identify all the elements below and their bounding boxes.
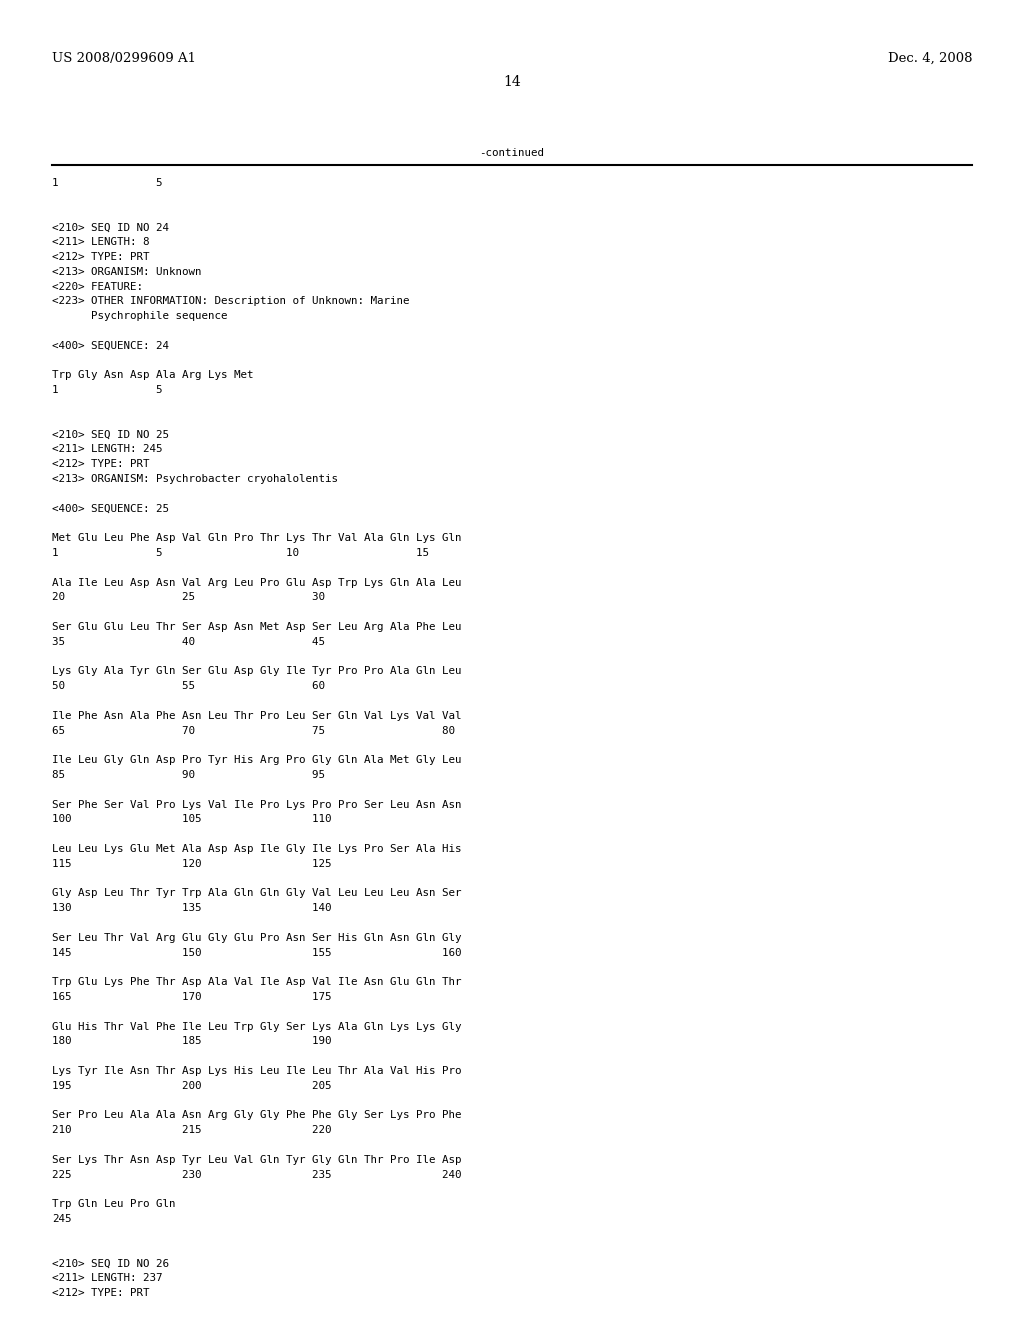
Text: <400> SEQUENCE: 24: <400> SEQUENCE: 24 <box>52 341 169 351</box>
Text: Leu Leu Lys Glu Met Ala Asp Asp Ile Gly Ile Lys Pro Ser Ala His: Leu Leu Lys Glu Met Ala Asp Asp Ile Gly … <box>52 843 462 854</box>
Text: 20                  25                  30: 20 25 30 <box>52 593 325 602</box>
Text: Ser Pro Leu Ala Ala Asn Arg Gly Gly Phe Phe Gly Ser Lys Pro Phe: Ser Pro Leu Ala Ala Asn Arg Gly Gly Phe … <box>52 1110 462 1121</box>
Text: 195                 200                 205: 195 200 205 <box>52 1081 332 1090</box>
Text: <210> SEQ ID NO 24: <210> SEQ ID NO 24 <box>52 222 169 232</box>
Text: US 2008/0299609 A1: US 2008/0299609 A1 <box>52 51 196 65</box>
Text: <223> OTHER INFORMATION: Description of Unknown: Marine: <223> OTHER INFORMATION: Description of … <box>52 297 410 306</box>
Text: <211> LENGTH: 237: <211> LENGTH: 237 <box>52 1274 163 1283</box>
Text: 210                 215                 220: 210 215 220 <box>52 1125 332 1135</box>
Text: Psychrophile sequence: Psychrophile sequence <box>52 312 227 321</box>
Text: <220> FEATURE:: <220> FEATURE: <box>52 281 143 292</box>
Text: 1               5                   10                  15: 1 5 10 15 <box>52 548 429 558</box>
Text: Ile Phe Asn Ala Phe Asn Leu Thr Pro Leu Ser Gln Val Lys Val Val: Ile Phe Asn Ala Phe Asn Leu Thr Pro Leu … <box>52 710 462 721</box>
Text: 130                 135                 140: 130 135 140 <box>52 903 332 913</box>
Text: 65                  70                  75                  80: 65 70 75 80 <box>52 726 455 735</box>
Text: 1               5: 1 5 <box>52 385 163 395</box>
Text: Dec. 4, 2008: Dec. 4, 2008 <box>888 51 972 65</box>
Text: 145                 150                 155                 160: 145 150 155 160 <box>52 948 462 957</box>
Text: Trp Gln Leu Pro Gln: Trp Gln Leu Pro Gln <box>52 1199 175 1209</box>
Text: <400> SEQUENCE: 25: <400> SEQUENCE: 25 <box>52 504 169 513</box>
Text: <210> SEQ ID NO 25: <210> SEQ ID NO 25 <box>52 429 169 440</box>
Text: Lys Gly Ala Tyr Gln Ser Glu Asp Gly Ile Tyr Pro Pro Ala Gln Leu: Lys Gly Ala Tyr Gln Ser Glu Asp Gly Ile … <box>52 667 462 676</box>
Text: Trp Glu Lys Phe Thr Asp Ala Val Ile Asp Val Ile Asn Glu Gln Thr: Trp Glu Lys Phe Thr Asp Ala Val Ile Asp … <box>52 977 462 987</box>
Text: 225                 230                 235                 240: 225 230 235 240 <box>52 1170 462 1180</box>
Text: <211> LENGTH: 8: <211> LENGTH: 8 <box>52 238 150 247</box>
Text: Ser Glu Glu Leu Thr Ser Asp Asn Met Asp Ser Leu Arg Ala Phe Leu: Ser Glu Glu Leu Thr Ser Asp Asn Met Asp … <box>52 622 462 632</box>
Text: Ser Lys Thr Asn Asp Tyr Leu Val Gln Tyr Gly Gln Thr Pro Ile Asp: Ser Lys Thr Asn Asp Tyr Leu Val Gln Tyr … <box>52 1155 462 1164</box>
Text: 1               5: 1 5 <box>52 178 163 187</box>
Text: 165                 170                 175: 165 170 175 <box>52 993 332 1002</box>
Text: Ser Leu Thr Val Arg Glu Gly Glu Pro Asn Ser His Gln Asn Gln Gly: Ser Leu Thr Val Arg Glu Gly Glu Pro Asn … <box>52 933 462 942</box>
Text: Trp Gly Asn Asp Ala Arg Lys Met: Trp Gly Asn Asp Ala Arg Lys Met <box>52 371 254 380</box>
Text: 14: 14 <box>503 75 521 88</box>
Text: <212> TYPE: PRT: <212> TYPE: PRT <box>52 459 150 469</box>
Text: <212> TYPE: PRT: <212> TYPE: PRT <box>52 252 150 261</box>
Text: 115                 120                 125: 115 120 125 <box>52 859 332 869</box>
Text: <213> ORGANISM: Unknown: <213> ORGANISM: Unknown <box>52 267 202 277</box>
Text: 245: 245 <box>52 1214 72 1224</box>
Text: <212> TYPE: PRT: <212> TYPE: PRT <box>52 1288 150 1298</box>
Text: Met Glu Leu Phe Asp Val Gln Pro Thr Lys Thr Val Ala Gln Lys Gln: Met Glu Leu Phe Asp Val Gln Pro Thr Lys … <box>52 533 462 544</box>
Text: <213> ORGANISM: Psychrobacter cryohalolentis: <213> ORGANISM: Psychrobacter cryohalole… <box>52 474 338 484</box>
Text: 100                 105                 110: 100 105 110 <box>52 814 332 825</box>
Text: Ile Leu Gly Gln Asp Pro Tyr His Arg Pro Gly Gln Ala Met Gly Leu: Ile Leu Gly Gln Asp Pro Tyr His Arg Pro … <box>52 755 462 766</box>
Text: <211> LENGTH: 245: <211> LENGTH: 245 <box>52 445 163 454</box>
Text: Ala Ile Leu Asp Asn Val Arg Leu Pro Glu Asp Trp Lys Gln Ala Leu: Ala Ile Leu Asp Asn Val Arg Leu Pro Glu … <box>52 578 462 587</box>
Text: 50                  55                  60: 50 55 60 <box>52 681 325 692</box>
Text: -continued: -continued <box>479 148 545 158</box>
Text: Gly Asp Leu Thr Tyr Trp Ala Gln Gln Gly Val Leu Leu Leu Asn Ser: Gly Asp Leu Thr Tyr Trp Ala Gln Gln Gly … <box>52 888 462 899</box>
Text: Lys Tyr Ile Asn Thr Asp Lys His Leu Ile Leu Thr Ala Val His Pro: Lys Tyr Ile Asn Thr Asp Lys His Leu Ile … <box>52 1067 462 1076</box>
Text: Ser Phe Ser Val Pro Lys Val Ile Pro Lys Pro Pro Ser Leu Asn Asn: Ser Phe Ser Val Pro Lys Val Ile Pro Lys … <box>52 800 462 809</box>
Text: Glu His Thr Val Phe Ile Leu Trp Gly Ser Lys Ala Gln Lys Lys Gly: Glu His Thr Val Phe Ile Leu Trp Gly Ser … <box>52 1022 462 1032</box>
Text: <210> SEQ ID NO 26: <210> SEQ ID NO 26 <box>52 1258 169 1269</box>
Text: 180                 185                 190: 180 185 190 <box>52 1036 332 1047</box>
Text: 35                  40                  45: 35 40 45 <box>52 636 325 647</box>
Text: 85                  90                  95: 85 90 95 <box>52 770 325 780</box>
